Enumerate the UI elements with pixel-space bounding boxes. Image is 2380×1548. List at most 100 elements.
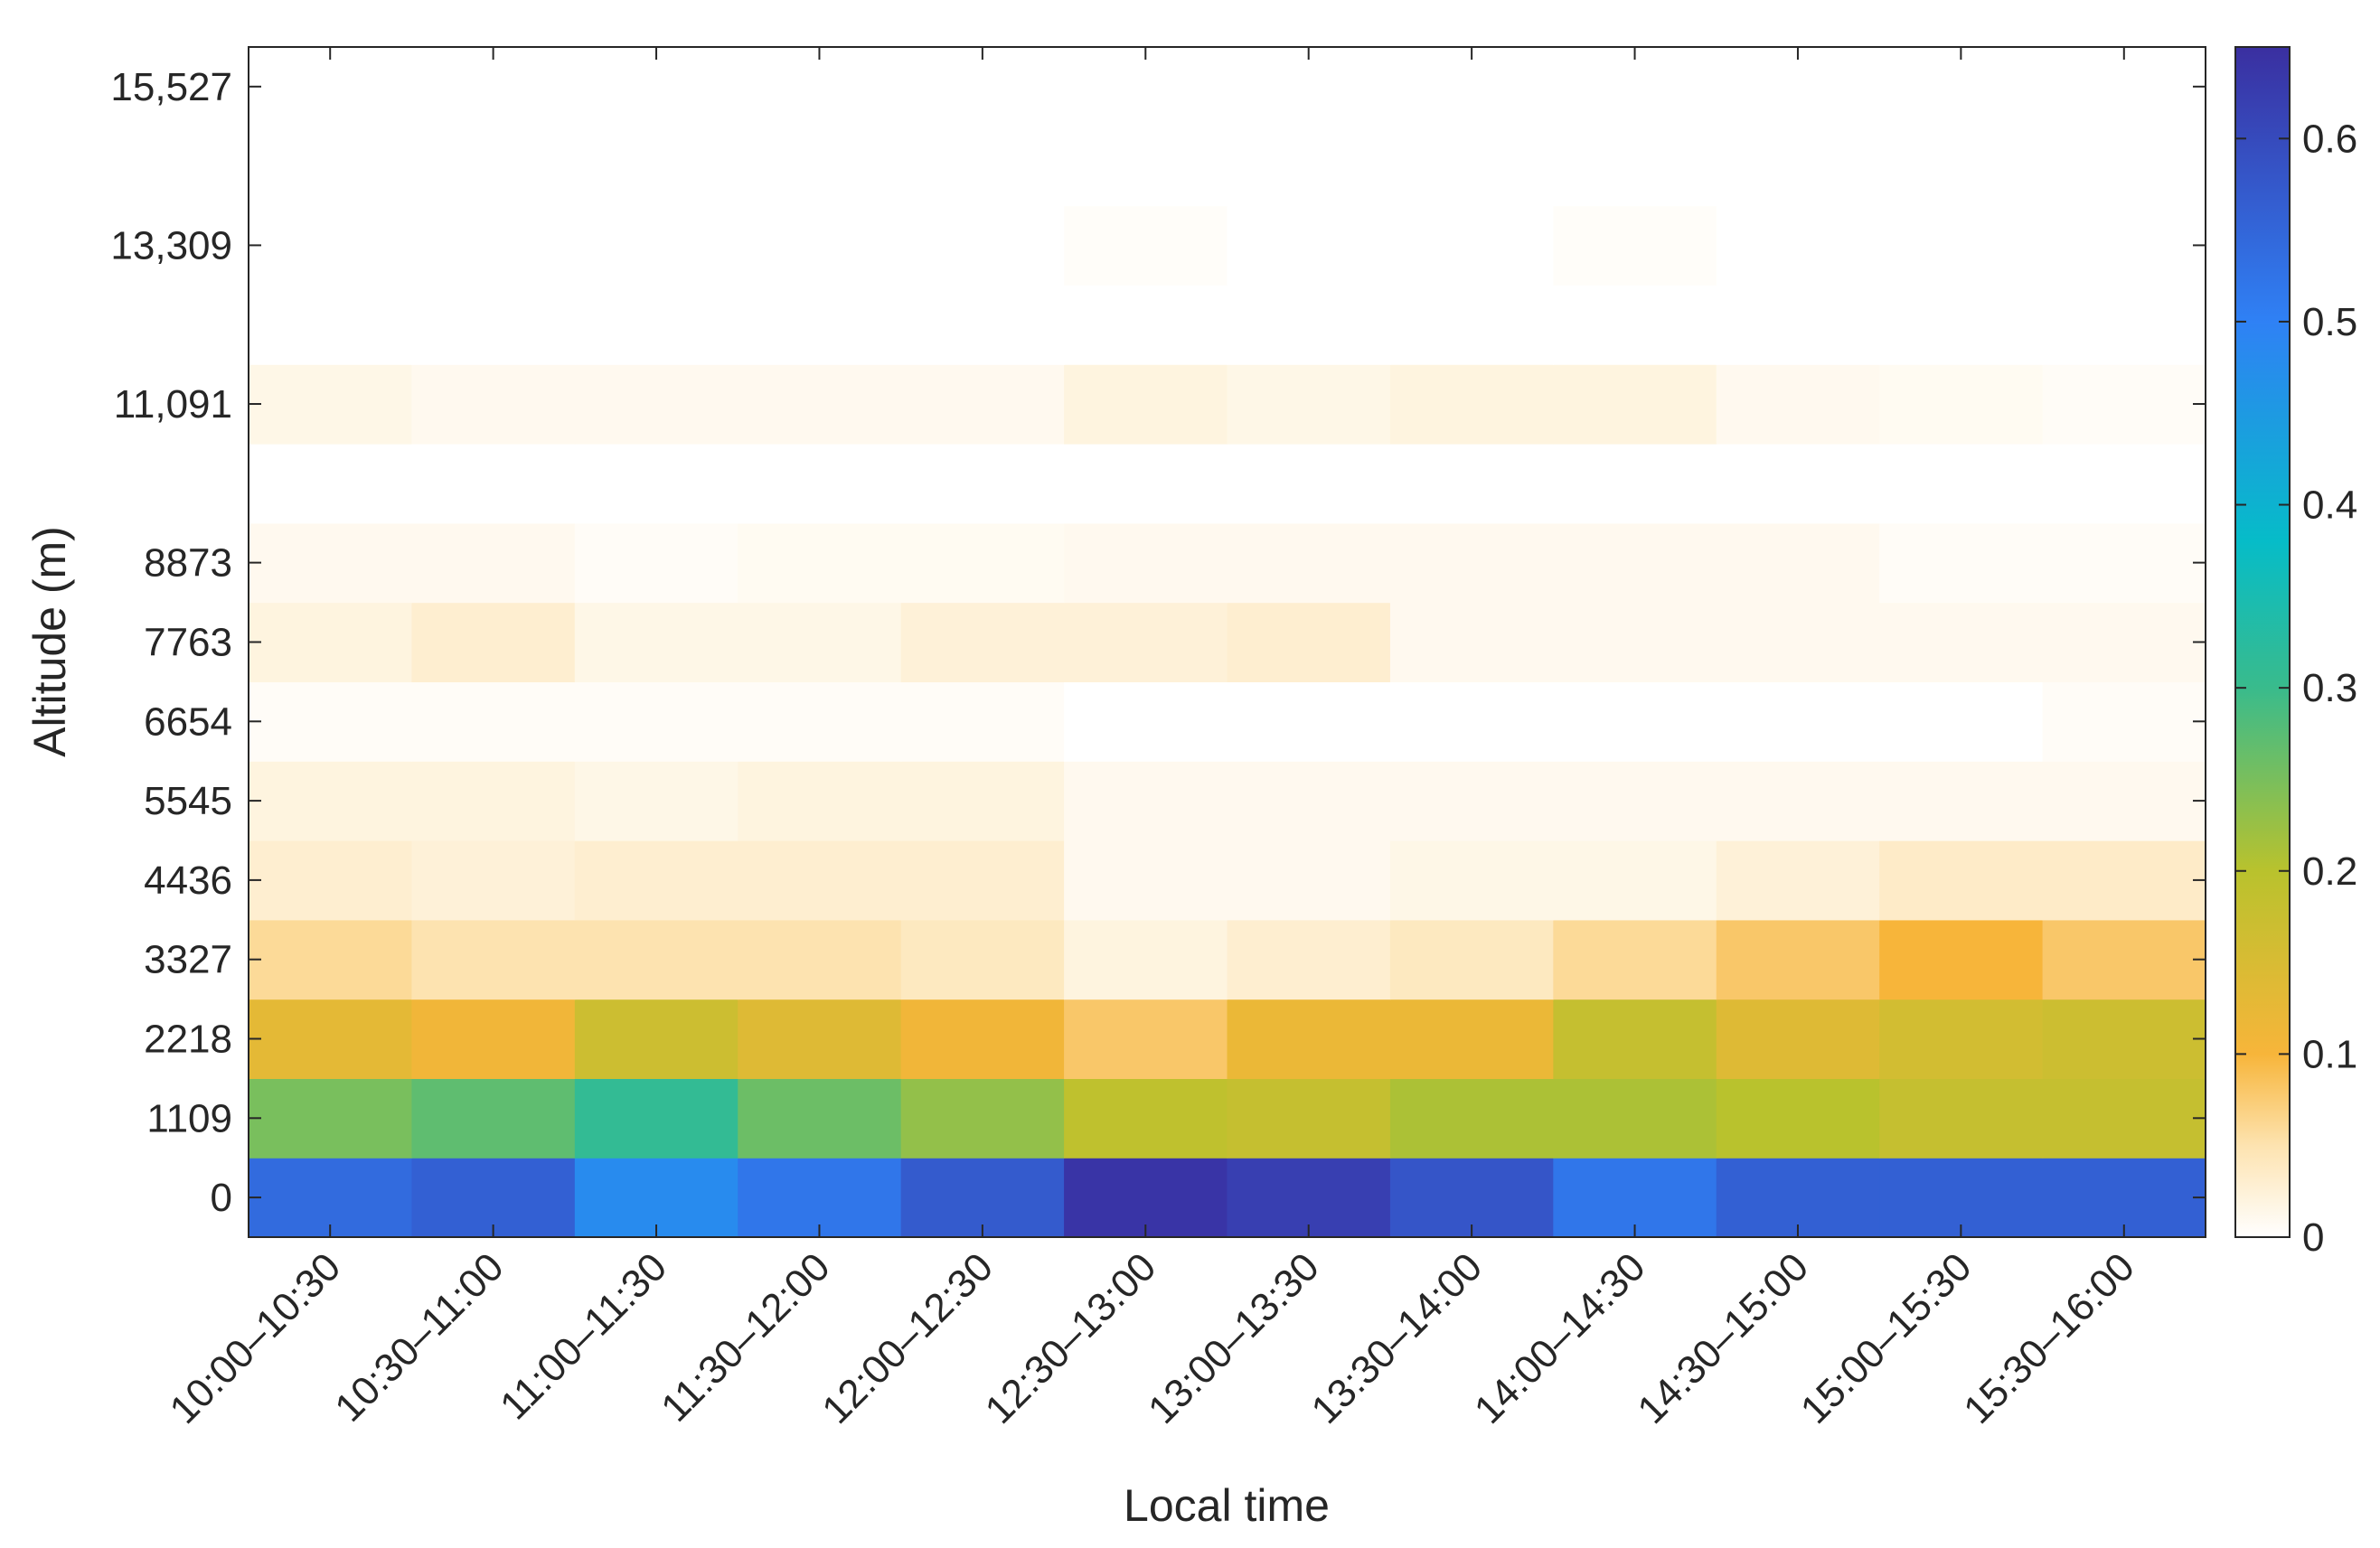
heatmap-cell bbox=[411, 761, 576, 841]
heatmap-cell bbox=[1064, 681, 1228, 762]
x-tick-label: 11:30–12:00 bbox=[653, 1244, 838, 1430]
heatmap-cell bbox=[2042, 522, 2206, 604]
plot-frame bbox=[248, 46, 2206, 1238]
heatmap-cell bbox=[1227, 840, 1391, 921]
heatmap-cell bbox=[900, 205, 1065, 286]
heatmap-cell bbox=[574, 840, 738, 921]
heatmap-cell bbox=[1064, 999, 1228, 1079]
heatmap-cell bbox=[900, 47, 1065, 127]
heatmap-cell bbox=[1064, 364, 1228, 445]
heatmap-cell bbox=[2042, 761, 2206, 841]
heatmap-cell bbox=[738, 522, 902, 604]
x-tick-label: 13:00–13:30 bbox=[1140, 1244, 1328, 1432]
heatmap-cell bbox=[738, 1078, 902, 1159]
heatmap-cell bbox=[1227, 444, 1391, 524]
heatmap-cell bbox=[2042, 1158, 2206, 1238]
heatmap-cell bbox=[1227, 1158, 1391, 1238]
heatmap-cell bbox=[574, 1158, 738, 1238]
heatmap-cell bbox=[1389, 681, 1554, 762]
heatmap-cell bbox=[738, 444, 902, 524]
heatmap-cell bbox=[1553, 444, 1717, 524]
heatmap-cell bbox=[1064, 47, 1228, 127]
heatmap-cell bbox=[1389, 919, 1554, 1000]
heatmap-cell bbox=[1227, 285, 1391, 365]
heatmap-cell bbox=[249, 522, 413, 604]
heatmap-cell bbox=[1064, 602, 1228, 682]
heatmap-cell bbox=[1227, 47, 1391, 127]
heatmap-cell bbox=[1879, 285, 2044, 365]
colorbar-tick-label: 0.5 bbox=[2302, 300, 2357, 344]
heatmap-cell bbox=[1716, 602, 1880, 682]
x-tick-labels: 10:00–10:3010:30–11:0011:00–11:3011:30–1… bbox=[162, 1244, 2143, 1432]
heatmap-cell bbox=[249, 205, 413, 286]
heatmap-cell bbox=[900, 522, 1065, 604]
heatmap-cell bbox=[738, 761, 902, 841]
heatmap-cell bbox=[900, 999, 1065, 1079]
heatmap-cell bbox=[900, 444, 1065, 524]
heatmap-cell bbox=[249, 444, 413, 524]
heatmap-cell bbox=[2042, 840, 2206, 921]
x-tick-label: 15:30–16:00 bbox=[1955, 1244, 2143, 1432]
heatmap-cell bbox=[900, 681, 1065, 762]
colorbar-tick-label: 0.6 bbox=[2302, 117, 2357, 161]
heatmap-cell bbox=[1227, 919, 1391, 1000]
heatmap-cell bbox=[411, 840, 576, 921]
heatmap-cell bbox=[1389, 364, 1554, 445]
heatmap-cell bbox=[1064, 205, 1228, 286]
heatmap-cell bbox=[411, 919, 576, 1000]
heatmap-cell bbox=[1879, 999, 2044, 1079]
heatmap-cell bbox=[1879, 761, 2044, 841]
heatmap-cell bbox=[411, 999, 576, 1079]
heatmap-cell bbox=[1553, 126, 1717, 207]
heatmap-cell bbox=[1227, 761, 1391, 841]
heatmap-cell bbox=[1389, 126, 1554, 207]
heatmap-cell bbox=[249, 681, 413, 762]
heatmap-cell bbox=[1227, 999, 1391, 1079]
heatmap-cell bbox=[1553, 681, 1717, 762]
heatmap-cell bbox=[1553, 999, 1717, 1079]
heatmap-cell bbox=[574, 602, 738, 682]
heatmap-cell bbox=[411, 602, 576, 682]
heatmap-cell bbox=[1227, 126, 1391, 207]
heatmap-cell bbox=[1553, 1158, 1717, 1238]
heatmap-cell bbox=[574, 919, 738, 1000]
axis-ticks bbox=[249, 47, 2206, 1237]
heatmap-cell bbox=[900, 364, 1065, 445]
heatmap-cell bbox=[738, 126, 902, 207]
heatmap-cell bbox=[249, 602, 413, 682]
heatmap-cell bbox=[1716, 999, 1880, 1079]
heatmap-cell bbox=[249, 840, 413, 921]
heatmap-cell bbox=[738, 681, 902, 762]
heatmap-cell bbox=[249, 285, 413, 365]
heatmap-cell bbox=[1389, 999, 1554, 1079]
y-tick-label: 0 bbox=[211, 1176, 232, 1220]
heatmap-cell bbox=[1227, 522, 1391, 604]
heatmap-cell bbox=[1064, 919, 1228, 1000]
y-tick-label: 6654 bbox=[144, 699, 232, 744]
heatmap-cell bbox=[1716, 522, 1880, 604]
heatmap-cell bbox=[1389, 47, 1554, 127]
heatmap-cell bbox=[1553, 1078, 1717, 1159]
heatmap-cell bbox=[1553, 840, 1717, 921]
heatmap-cell bbox=[1879, 919, 2044, 1000]
y-axis-title: Altitude (m) bbox=[24, 526, 75, 757]
colorbar-ticks: 0 0.1 0.2 0.3 0.4 0.5 0.6 bbox=[2235, 117, 2357, 1260]
y-tick-label: 7763 bbox=[144, 621, 232, 665]
heatmap-cell bbox=[574, 1078, 738, 1159]
heatmap-cell bbox=[1716, 285, 1880, 365]
heatmap-cell bbox=[1716, 681, 1880, 762]
heatmap-cell bbox=[1227, 205, 1391, 286]
heatmap-cell bbox=[249, 47, 413, 127]
heatmap-cell bbox=[411, 364, 576, 445]
heatmap-cell bbox=[1227, 1078, 1391, 1159]
heatmap-cell bbox=[1879, 47, 2044, 127]
heatmap-cell bbox=[1227, 364, 1391, 445]
heatmap-cell bbox=[1553, 761, 1717, 841]
y-tick-label: 4436 bbox=[144, 858, 232, 903]
x-tick-label: 14:00–14:30 bbox=[1466, 1244, 1654, 1432]
heatmap-cell bbox=[411, 1158, 576, 1238]
heatmap-cell bbox=[1716, 919, 1880, 1000]
heatmap-cell bbox=[1064, 126, 1228, 207]
x-axis-title: Local time bbox=[1124, 1480, 1330, 1531]
x-tick-label: 10:30–11:00 bbox=[326, 1244, 512, 1430]
